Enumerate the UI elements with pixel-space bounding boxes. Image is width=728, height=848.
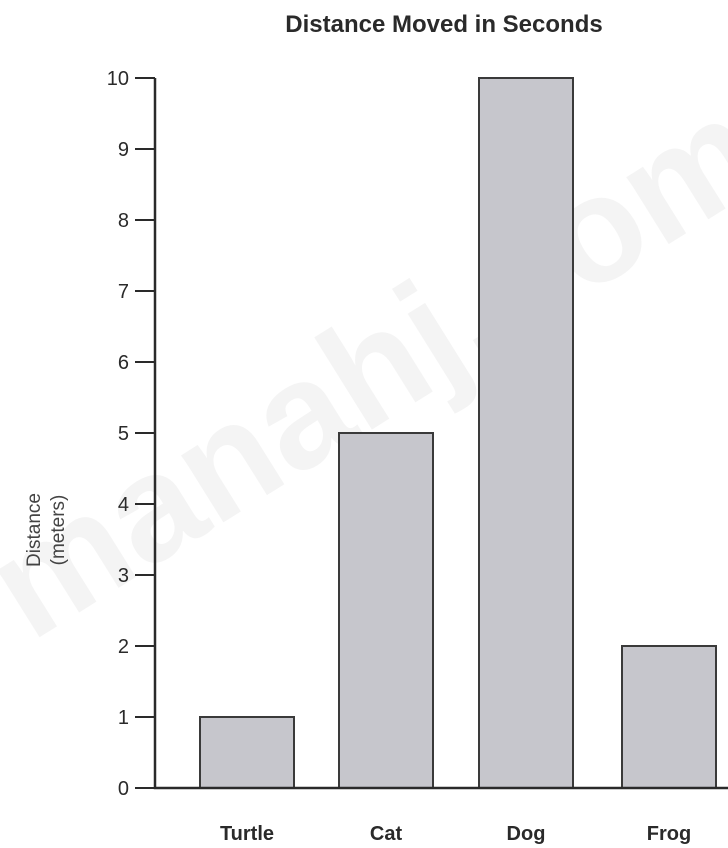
bars bbox=[199, 77, 717, 789]
y-axis-label-line2: (meters) bbox=[48, 495, 69, 566]
y-tick-label: 6 bbox=[118, 352, 129, 374]
bar-dog bbox=[478, 77, 574, 789]
y-tick-label: 1 bbox=[118, 707, 129, 729]
y-ticks: 0 1 2 3 4 5 6 7 8 9 10 bbox=[107, 68, 155, 800]
x-tick-label: Frog bbox=[647, 823, 691, 845]
x-tick-label: Turtle bbox=[220, 823, 274, 845]
axes bbox=[153, 78, 728, 790]
x-tick-labels: Turtle Cat Dog Frog bbox=[220, 823, 691, 845]
y-tick-label: 3 bbox=[118, 565, 129, 587]
bar-cat bbox=[338, 432, 434, 789]
y-tick-label: 9 bbox=[118, 139, 129, 161]
x-tick-label: Cat bbox=[370, 823, 403, 845]
y-axis-label-line1: Distance bbox=[24, 493, 45, 567]
y-tick-label: 7 bbox=[118, 281, 129, 303]
y-tick-label: 5 bbox=[118, 423, 129, 445]
chart-title: Distance Moved in Seconds bbox=[285, 11, 602, 38]
x-tick-label: Dog bbox=[507, 823, 546, 845]
y-tick-label: 2 bbox=[118, 636, 129, 658]
bar-turtle bbox=[199, 716, 295, 789]
bar-frog bbox=[621, 645, 717, 789]
y-tick-label: 8 bbox=[118, 210, 129, 232]
y-tick-label: 4 bbox=[118, 494, 129, 516]
y-axis-label: Distance (meters) bbox=[24, 493, 69, 567]
y-tick-label: 0 bbox=[118, 778, 129, 800]
y-tick-label: 10 bbox=[107, 68, 129, 90]
